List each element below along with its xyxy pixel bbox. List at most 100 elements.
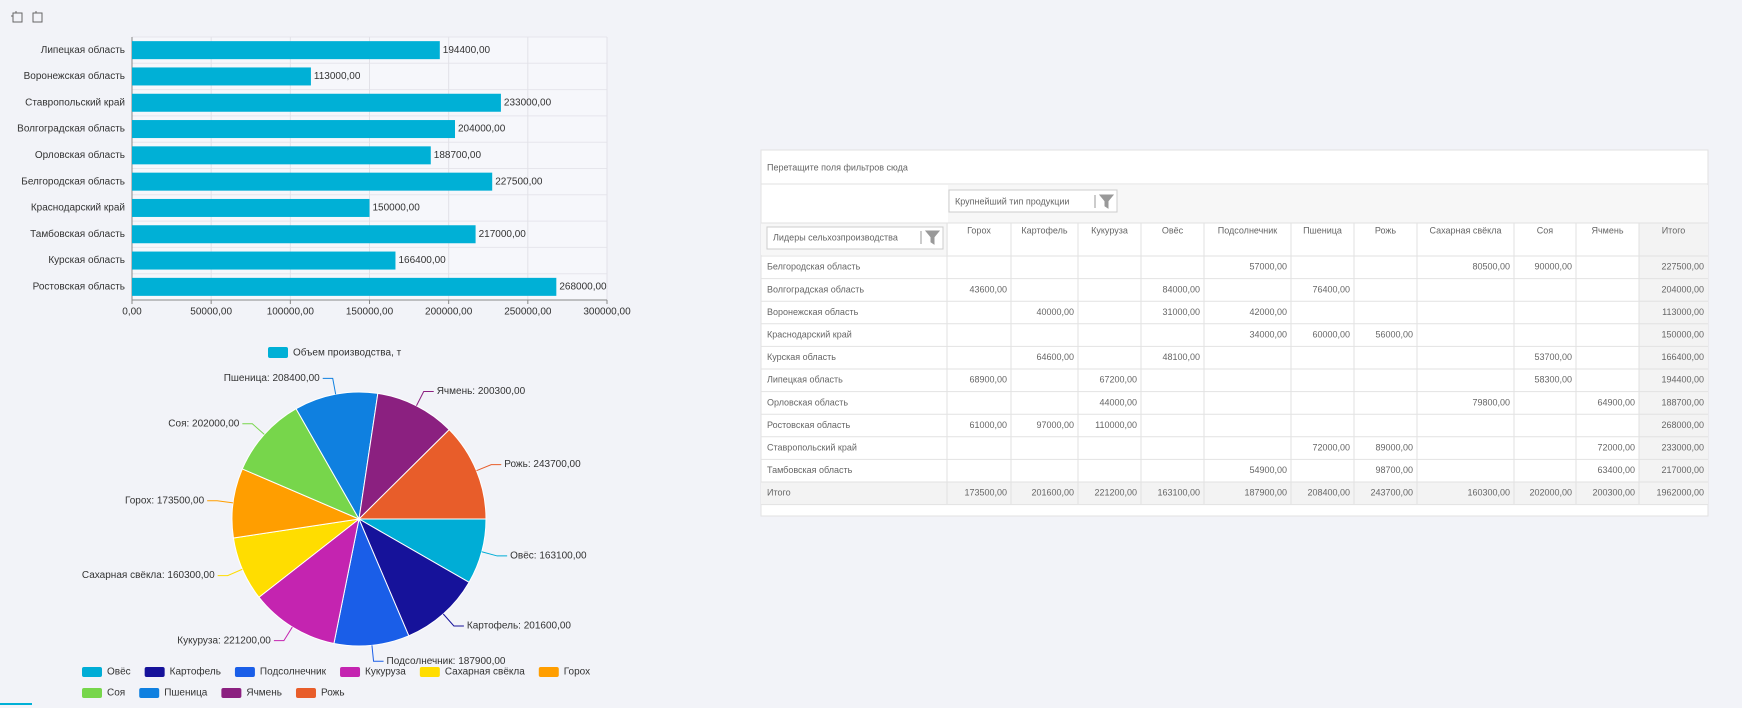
y-tick-label: Орловская область (35, 149, 125, 161)
row-header: Ставропольский край (767, 442, 857, 452)
legend-swatch (295, 688, 316, 698)
icon-frame[interactable] (32, 11, 43, 23)
scroll-indicator (0, 703, 32, 705)
cell: 243700,00 (1370, 488, 1413, 498)
cell: 227500,00 (1661, 262, 1704, 272)
cell: 166400,00 (1661, 352, 1704, 362)
legend-label: Подсолнечник (260, 667, 327, 678)
cell: 217000,00 (1661, 465, 1704, 475)
icon-crop[interactable] (11, 11, 23, 23)
row-header: Ростовская область (767, 420, 850, 430)
cell: 200300,00 (1592, 488, 1635, 498)
column-header: Картофель (1021, 225, 1067, 235)
bar (132, 146, 431, 165)
legend-label: Соя (107, 688, 125, 699)
cell: 53700,00 (1534, 352, 1572, 362)
cell: 187900,00 (1244, 488, 1287, 498)
cell: 97000,00 (1036, 420, 1074, 430)
column-field: Крупнейший тип продукции (955, 196, 1069, 206)
column-header: Итого (1662, 225, 1686, 235)
y-tick-label: Курская область (48, 254, 125, 266)
value-label: 227500,00 (495, 176, 543, 187)
leader-line (476, 464, 502, 472)
legend-swatch (268, 347, 288, 358)
cell: 173500,00 (964, 488, 1007, 498)
field-chip (948, 189, 1118, 213)
pie-slice (241, 408, 361, 521)
pie-slice (357, 428, 487, 520)
legend-swatch (234, 667, 255, 677)
cell: 40000,00 (1036, 307, 1074, 317)
cell: 63400,00 (1597, 465, 1635, 475)
row-header: Белгородская область (767, 262, 861, 272)
row-header: Тамбовская область (767, 465, 853, 475)
bar (132, 198, 370, 217)
legend-label: Ячмень (246, 688, 282, 699)
filter-hint: Перетащите поля фильтров сюда (767, 162, 908, 172)
y-tick-label: Ставропольский край (25, 97, 125, 108)
y-tick-label: Краснодарский край (31, 203, 125, 214)
value-label: 113000,00 (314, 71, 361, 82)
leader-line (481, 551, 508, 557)
cell: 61000,00 (969, 420, 1007, 430)
cell: 31000,00 (1162, 307, 1200, 317)
row-header: Воронежская область (767, 307, 859, 317)
legend-swatch (538, 667, 559, 677)
slice-label: Картофель: 201600,00 (467, 620, 572, 632)
bar (132, 172, 493, 191)
bar (132, 120, 455, 139)
legend-label: Кукуруза (365, 667, 406, 678)
legend-label: Пшеница (164, 688, 208, 699)
cell: 57000,00 (1249, 262, 1287, 272)
legend-label: Объем производства, т (293, 347, 402, 359)
toolbar (11, 11, 43, 23)
slice-label: Соя: 202000,00 (168, 418, 239, 429)
total-row-bg (761, 482, 1708, 505)
legend-swatch (82, 688, 102, 698)
cell: 163100,00 (1157, 488, 1200, 498)
cell: 60000,00 (1312, 329, 1350, 339)
pie-slice (295, 391, 379, 521)
legend-label: Картофель (170, 666, 221, 678)
bar (132, 277, 557, 296)
cell: 113000,00 (1662, 307, 1704, 317)
legend-label: Горох (564, 667, 590, 678)
pie-slice (358, 392, 450, 521)
cell: 67200,00 (1099, 375, 1137, 385)
x-tick-label: 150000,00 (346, 307, 394, 318)
row-header: Итого (767, 488, 791, 498)
row-header: Курская область (767, 352, 836, 362)
x-tick-label: 50000,00 (190, 307, 232, 318)
cell: 98700,00 (1375, 465, 1413, 475)
cell: 202000,00 (1529, 488, 1572, 498)
y-tick-label: Липецкая область (41, 44, 125, 56)
filter-icon[interactable] (1094, 194, 1115, 209)
cell: 194400,00 (1661, 375, 1704, 385)
value-label: 217000,00 (479, 229, 527, 240)
legend-label: Рожь (321, 688, 345, 699)
x-tick-label: 100000,00 (267, 307, 315, 318)
column-header: Пшеница (1303, 225, 1342, 235)
y-tick-label: Воронежская область (24, 70, 125, 82)
column-header: Соя (1537, 225, 1554, 235)
row-header: Краснодарский край (767, 329, 852, 339)
cell: 201600,00 (1031, 488, 1074, 498)
leader-line (416, 390, 434, 406)
filter-icon[interactable] (920, 230, 941, 245)
cell: 42000,00 (1249, 307, 1287, 317)
total-column-bg (1639, 223, 1708, 504)
slice-label: Рожь: 243700,00 (504, 459, 581, 470)
cell: 204000,00 (1661, 284, 1704, 294)
legend-swatch (144, 667, 165, 677)
row-header: Орловская область (767, 397, 848, 407)
cell: 268000,00 (1661, 420, 1704, 430)
row-header: Волгоградская область (767, 284, 864, 294)
cell: 79800,00 (1472, 397, 1510, 407)
column-header: Подсолнечник (1218, 225, 1278, 235)
legend-swatch (419, 667, 440, 677)
legend-swatch (221, 688, 242, 698)
leader-line (217, 568, 243, 577)
leader-line (273, 626, 293, 642)
leader-line (207, 500, 234, 504)
